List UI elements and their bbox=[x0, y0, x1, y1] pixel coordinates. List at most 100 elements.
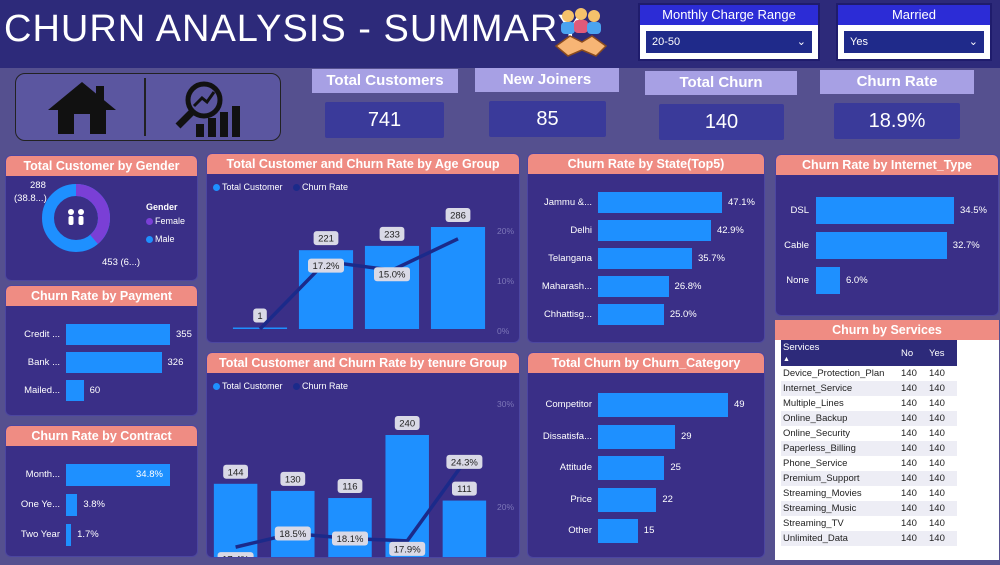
table-row[interactable]: Unlimited_Data 140 140 bbox=[781, 531, 957, 546]
bar[interactable] bbox=[598, 192, 722, 213]
y2-tick-label: 0% bbox=[497, 326, 510, 336]
yes-count-cell: 140 bbox=[929, 428, 945, 439]
bar-category-label: One Ye... bbox=[20, 499, 60, 510]
bar-value-label: 240 bbox=[399, 419, 415, 430]
bar[interactable] bbox=[598, 519, 638, 543]
legend-item-total-customer: Total Customer bbox=[213, 182, 283, 192]
no-count-cell: 140 bbox=[899, 501, 927, 516]
bar[interactable] bbox=[385, 435, 429, 557]
bar[interactable] bbox=[598, 424, 675, 449]
bar[interactable] bbox=[816, 197, 954, 224]
monthly-charge-slicer[interactable]: Monthly Charge Range 20-50 ⌄ bbox=[638, 3, 820, 61]
y2-tick-label: 20% bbox=[497, 226, 514, 236]
bar[interactable] bbox=[271, 490, 315, 557]
legend-item-male: Male bbox=[146, 234, 175, 244]
bar[interactable] bbox=[328, 498, 372, 557]
bar-category-label: Delhi bbox=[570, 224, 592, 236]
bar[interactable] bbox=[66, 494, 78, 516]
no-count-cell: 140 bbox=[899, 531, 927, 546]
monthly-charge-dropdown[interactable]: 20-50 ⌄ bbox=[646, 31, 812, 53]
kpi-total-customers-label: Total Customers bbox=[312, 69, 458, 93]
bar-value-label: 6.0% bbox=[846, 274, 868, 286]
table-row[interactable]: Streaming_TV 140 140 bbox=[781, 516, 957, 531]
y2-tick-label: 10% bbox=[497, 276, 514, 286]
bar-category-label: Competitor bbox=[545, 399, 592, 410]
table-row[interactable]: Multiple_Lines 140 140 bbox=[781, 396, 957, 411]
legend-item-total-customer: Total Customer bbox=[213, 381, 283, 391]
rate-value-label: 17.4% bbox=[222, 555, 249, 558]
bar-value-label-bg bbox=[445, 208, 471, 222]
rate-value-label-bg bbox=[332, 531, 368, 546]
chevron-down-icon: ⌄ bbox=[968, 36, 978, 48]
bar-value-label: 116 bbox=[342, 482, 357, 493]
kpi-new-joiners-label: New Joiners bbox=[475, 68, 619, 92]
married-dropdown[interactable]: Yes ⌄ bbox=[844, 31, 984, 53]
slicer-label: Married bbox=[838, 5, 990, 25]
bar[interactable] bbox=[816, 267, 840, 294]
bar-value-label-bg bbox=[337, 479, 363, 494]
column-header-yes[interactable]: Yes bbox=[927, 340, 957, 366]
bar[interactable] bbox=[598, 248, 692, 269]
table-row[interactable]: Online_Security 140 140 bbox=[781, 426, 957, 441]
bar[interactable] bbox=[598, 304, 664, 325]
panel-title: Churn Rate by Payment bbox=[6, 286, 197, 306]
column-header-services[interactable]: Services ▲ bbox=[781, 340, 899, 366]
table-row[interactable]: Phone_Service 140 140 bbox=[781, 456, 957, 471]
table-header-row: Services ▲ No Yes bbox=[781, 340, 957, 366]
service-name-cell: Phone_Service bbox=[783, 458, 848, 469]
kpi-total-churn-value: 140 bbox=[659, 104, 784, 140]
bar[interactable] bbox=[66, 380, 84, 401]
bar-value-label: 26.8% bbox=[674, 280, 702, 292]
yes-count-cell: 140 bbox=[929, 518, 945, 529]
rate-value-label-bg bbox=[274, 526, 311, 541]
services-table: Services ▲ No Yes Device_Protection_Plan 1… bbox=[781, 340, 957, 546]
gender-panel: Total Customer by Gender 288 (38.8...) 4… bbox=[5, 155, 198, 281]
home-button[interactable] bbox=[44, 80, 120, 136]
bar[interactable] bbox=[598, 220, 711, 241]
contract-panel: Churn Rate by Contract Month... 34.8% One … bbox=[5, 425, 198, 557]
panel-title: Churn Rate by Internet_Type bbox=[776, 155, 998, 175]
no-count-cell: 140 bbox=[901, 398, 917, 409]
table-row[interactable]: Device_Protection_Plan 140 140 bbox=[781, 366, 957, 381]
bar-category-label: Price bbox=[570, 493, 592, 505]
internet-panel: Churn Rate by Internet_Type DSL 34.5% Cabl… bbox=[775, 154, 999, 316]
service-name-cell: Online_Security bbox=[783, 428, 851, 439]
legend-item-churn-rate: Churn Rate bbox=[293, 182, 348, 192]
bar[interactable] bbox=[816, 232, 947, 259]
bar-value-label: 15 bbox=[643, 525, 655, 536]
table-row[interactable]: Online_Backup 140 140 bbox=[781, 411, 957, 426]
table-row[interactable]: Internet_Service 140 140 bbox=[781, 381, 957, 396]
bar[interactable] bbox=[66, 352, 162, 373]
yes-count-cell: 140 bbox=[929, 368, 945, 379]
bar[interactable] bbox=[430, 227, 486, 329]
bar[interactable] bbox=[598, 393, 728, 417]
rate-value-label: 24.3% bbox=[451, 457, 478, 468]
bar[interactable] bbox=[66, 524, 72, 546]
column-header-no[interactable]: No bbox=[899, 340, 927, 366]
bar[interactable] bbox=[66, 464, 170, 486]
bar[interactable] bbox=[66, 324, 170, 345]
kpi-total-customers-value: 741 bbox=[325, 102, 444, 138]
table-row[interactable]: Paperless_Billing 140 140 bbox=[781, 441, 957, 456]
bar[interactable] bbox=[442, 500, 487, 557]
table-row[interactable]: Streaming_Movies 140 140 bbox=[781, 486, 957, 501]
legend-title: Gender bbox=[146, 202, 178, 212]
analysis-icon bbox=[175, 81, 240, 137]
bar[interactable] bbox=[598, 276, 669, 297]
analysis-button[interactable] bbox=[174, 78, 246, 138]
rate-value-label: 15.0% bbox=[379, 270, 406, 281]
bar-value-label: 49 bbox=[734, 399, 745, 410]
payment-panel: Churn Rate by Payment Credit ... 355 Bank … bbox=[5, 285, 198, 416]
panel-title: Churn Rate by State(Top5) bbox=[528, 154, 764, 174]
table-row[interactable]: Streaming_Music 140 140 bbox=[781, 501, 957, 516]
table-row[interactable]: Premium_Support 140 140 bbox=[781, 471, 957, 486]
bar[interactable] bbox=[598, 487, 657, 512]
bar[interactable] bbox=[598, 456, 665, 480]
panel-title: Churn Rate by Contract bbox=[6, 426, 197, 446]
panel-title: Total Customer and Churn Rate by Age Gro… bbox=[207, 154, 519, 174]
married-slicer[interactable]: Married Yes ⌄ bbox=[836, 3, 992, 61]
yes-count-cell: 140 bbox=[927, 441, 957, 456]
no-count-cell: 140 bbox=[901, 428, 917, 439]
bar[interactable] bbox=[364, 245, 420, 329]
no-count-cell: 140 bbox=[899, 411, 927, 426]
